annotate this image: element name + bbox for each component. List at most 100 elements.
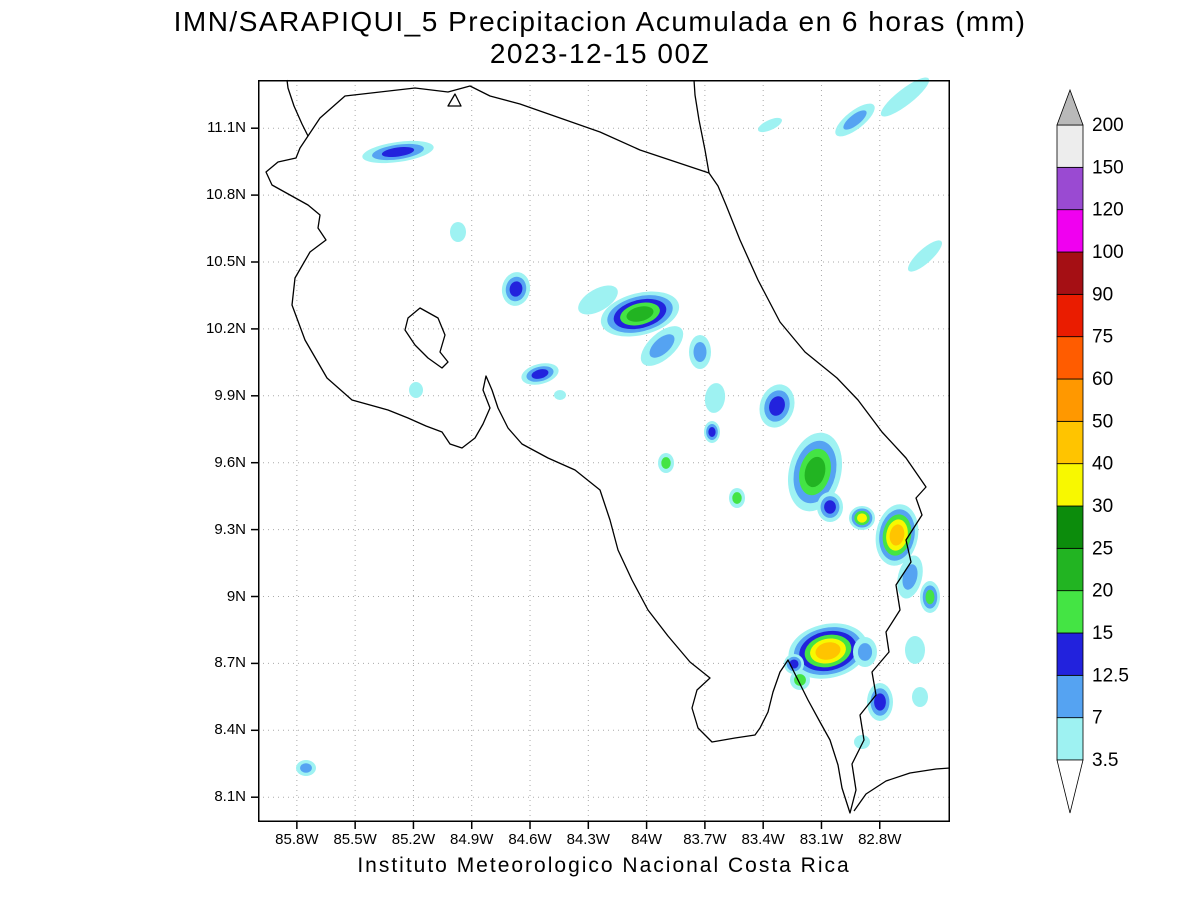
precip-shade-40mm [815, 642, 841, 660]
colorbar-label: 3.5 [1092, 750, 1118, 771]
lat-tick-label: 9.6N [214, 453, 246, 471]
precip-shade-7mm [649, 334, 675, 358]
lon-tick-label: 85.8W [275, 831, 319, 848]
coastline-island [447, 93, 462, 107]
precip-shade-15mm [732, 492, 742, 504]
precip-shade-3.5mm [554, 390, 566, 400]
precip-shade-3.5mm [905, 636, 925, 664]
lon-tick-label: 84.3W [566, 831, 610, 848]
precip-shade-7mm [843, 110, 867, 130]
lat-tick-label: 10.8N [205, 186, 246, 204]
colorbar-label: 25 [1092, 538, 1113, 559]
precip-shade-12.5mm [509, 281, 523, 297]
precipitation-map-plot [251, 77, 951, 829]
colorbar-label: 20 [1092, 581, 1113, 602]
precip-shade-3.5mm [854, 735, 870, 749]
colorbar-segment [1056, 166, 1084, 211]
colorbar-segment [1056, 420, 1084, 465]
colorbar-label: 90 [1092, 284, 1113, 305]
precip-shade-12.5mm [789, 659, 799, 669]
colorbar-label: 60 [1092, 369, 1113, 390]
colorbar-segment [1056, 293, 1084, 338]
precip-shade-30mm [856, 513, 868, 523]
lon-tick-label: 83.1W [799, 831, 844, 848]
lat-tick-label: 8.7N [214, 654, 246, 672]
coastline-panama-pacific-coast [853, 767, 951, 812]
colorbar-segment [1056, 717, 1084, 761]
footer-text: Instituto Meteorologico Nacional Costa R… [357, 854, 851, 877]
colorbar-label: 30 [1092, 496, 1113, 517]
precip-shade-3.5mm [758, 117, 782, 133]
precip-shade-3.5mm [880, 77, 930, 117]
lon-tick-label: 84.6W [508, 831, 552, 848]
precip-shade-12.5mm [531, 369, 549, 379]
precip-shade-15mm [925, 589, 935, 605]
colorbar-label: 150 [1092, 157, 1124, 178]
colorbar-label: 7 [1092, 708, 1103, 729]
colorbar-label: 120 [1092, 200, 1124, 221]
precip-shade-12.5mm [824, 500, 836, 514]
lon-tick-label: 83.4W [741, 831, 785, 848]
precip-shade-12.5mm [874, 693, 886, 711]
precip-shade-7mm [300, 763, 312, 773]
lat-tick-label: 9.3N [214, 520, 246, 538]
colorbar-segment [1056, 336, 1084, 380]
colorbar-segment [1056, 505, 1084, 549]
colorbar-label: 50 [1092, 411, 1113, 432]
precip-shade-7mm [857, 643, 873, 661]
plot-frame [258, 80, 950, 822]
lon-tick-label: 84W [631, 831, 663, 848]
coastline-nicaragua-pacific-coast [286, 79, 309, 137]
precip-shade-20mm [626, 306, 654, 322]
page-subtitle: 2023-12-15 00Z [489, 38, 711, 69]
colorbar-label: 75 [1092, 327, 1113, 348]
lat-tick-label: 11.1N [207, 119, 246, 137]
precip-shade-3.5mm [704, 383, 726, 413]
colorbar-label: 15 [1092, 623, 1113, 644]
precip-shade-3.5mm [907, 240, 943, 272]
colorbar-segment [1056, 463, 1084, 507]
lon-tick-label: 84.9W [450, 831, 494, 848]
lat-tick-label: 8.4N [214, 721, 246, 739]
lon-tick-label: 82.8W [858, 831, 902, 848]
colorbar-segment [1056, 378, 1084, 422]
colorbar-segment [1056, 590, 1084, 634]
precip-shade-7mm [902, 564, 918, 590]
precip-shade-3.5mm [450, 222, 466, 242]
colorbar-label: 40 [1092, 454, 1113, 475]
colorbar-segment [1056, 674, 1084, 719]
precip-shade-3.5mm [912, 687, 928, 707]
precip-shade-20mm [804, 456, 826, 488]
lat-tick-label: 8.1N [214, 788, 246, 806]
colorbar-arrow-below-min [1056, 759, 1084, 814]
colorbar-segment [1056, 547, 1084, 592]
page-title: IMN/SARAPIQUI_5 Precipitacion Acumulada … [173, 6, 1027, 37]
colorbar-segment [1056, 632, 1084, 676]
colorbar-label: 100 [1092, 242, 1124, 263]
precip-shade-12.5mm [708, 427, 716, 437]
lon-tick-label: 85.5W [333, 831, 377, 848]
lat-tick-label: 9.9N [214, 386, 246, 404]
colorbar-label: 200 [1092, 115, 1124, 136]
colorbar: 3.5 7 12.5 15 20 25 30 40 50 60 75 90 100 120 150 200 [1056, 88, 1129, 814]
colorbar-arrow-above-max [1056, 88, 1084, 126]
colorbar-segment [1056, 251, 1084, 295]
lat-tick-label: 9N [226, 587, 246, 605]
coastline-nicaragua-caribbean-coast [693, 79, 710, 174]
precip-shade-12.5mm [381, 146, 415, 158]
lon-tick-label: 85.2W [391, 831, 436, 848]
colorbar-label: 12.5 [1092, 665, 1129, 686]
lon-tick-label: 83.7W [683, 831, 727, 848]
coastline-costa-rica-mainland [265, 85, 927, 814]
precip-shade-3.5mm [409, 382, 423, 398]
lat-tick-label: 10.5N [205, 253, 246, 270]
precip-shade-12.5mm [769, 396, 785, 416]
precip-shade-7mm [693, 341, 707, 363]
coastline-gulf-of-nicoya-inner [404, 307, 449, 369]
precip-shade-15mm [661, 457, 671, 469]
lat-tick-label: 10.2N [205, 319, 246, 337]
colorbar-segment [1056, 124, 1084, 168]
precip-shade-3.5mm [578, 285, 618, 315]
precip-shade-40mm [889, 524, 905, 546]
